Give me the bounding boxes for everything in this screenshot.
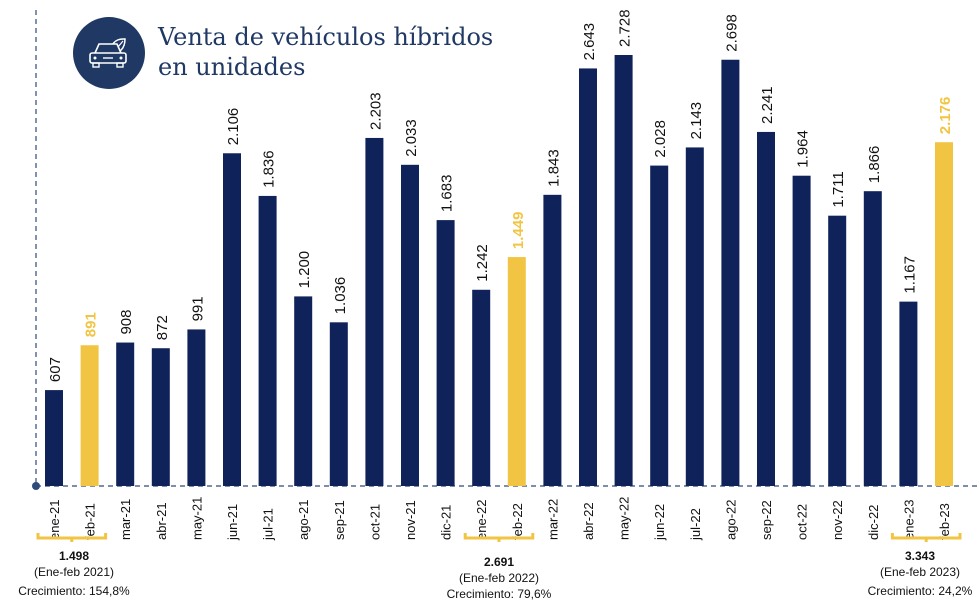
tick-label-oct-22: oct-22	[795, 504, 810, 540]
annotation-total-1: 2.691	[484, 555, 514, 569]
data-label-ene-23: 1.167	[901, 256, 918, 294]
tick-label-jun-21: jun-21	[225, 504, 240, 541]
annotation-total-0: 1.498	[59, 549, 89, 563]
annotation-bracket-2	[890, 533, 962, 542]
tick-label-ago-21: ago-21	[296, 500, 311, 540]
annotation-growth-0: Crecimiento: 154,8%	[18, 584, 130, 598]
data-label-jun-22: 2.028	[652, 120, 669, 158]
bar-abr-21	[151, 348, 170, 486]
tick-label-ago-22: ago-22	[723, 500, 738, 540]
data-label-nov-21: 2.033	[403, 119, 420, 157]
bar-sep-22	[757, 131, 775, 486]
annotation-bracket-0	[36, 533, 108, 542]
tick-label-ene-22: ene-22	[474, 500, 489, 540]
annotation-period-2: (Ene-feb 2023)	[880, 565, 960, 579]
bar-ene-22	[472, 289, 491, 486]
data-label-ene-21: 607	[47, 357, 64, 382]
annotation-growth-1: Crecimiento: 79,6%	[447, 587, 552, 601]
bar-nov-22	[828, 215, 847, 486]
data-label-feb-21: 891	[83, 312, 100, 337]
hybrid-car-leaf-icon	[73, 17, 145, 89]
data-label-sep-22: 2.241	[759, 86, 776, 124]
tick-label-abr-22: abr-22	[581, 502, 596, 540]
data-label-jul-22: 2.143	[688, 102, 705, 140]
data-label-ago-21: 1.200	[296, 251, 313, 289]
data-label-feb-22: 1.449	[510, 212, 527, 250]
tick-label-nov-22: nov-22	[830, 500, 845, 540]
data-label-ago-22: 2.698	[723, 14, 740, 52]
annotation-period-1: (Ene-feb 2022)	[459, 571, 539, 585]
bar-jun-21	[223, 153, 241, 487]
data-label-mar-22: 1.843	[545, 149, 562, 187]
tick-label-nov-21: nov-21	[403, 500, 418, 540]
tick-label-jul-22: jul-22	[688, 508, 703, 541]
data-label-dic-22: 1.866	[866, 146, 883, 184]
tick-label-ene-21: ene-21	[47, 500, 62, 540]
bar-feb-23	[935, 142, 953, 486]
bar-mar-22	[543, 194, 562, 487]
tick-label-mar-22: mar-22	[545, 499, 560, 540]
tick-label-feb-23: feb-23	[937, 503, 952, 540]
annotation-bracket-1	[463, 533, 535, 542]
data-label-may-21: 991	[189, 296, 206, 321]
bar-oct-22	[792, 175, 811, 487]
axis-origin-dot	[32, 482, 40, 490]
data-label-ene-22: 1.242	[474, 244, 491, 282]
bar-may-22	[614, 55, 633, 486]
annotation-period-0: (Ene-feb 2021)	[34, 565, 114, 579]
data-label-oct-21: 2.203	[367, 92, 384, 130]
title-line-1: Venta de vehículos híbridos	[158, 23, 494, 51]
tick-label-feb-21: feb-21	[83, 503, 98, 540]
data-label-abr-21: 872	[154, 315, 171, 340]
bar-nov-21	[401, 164, 419, 486]
tick-label-feb-22: feb-22	[510, 503, 525, 540]
data-label-sep-21: 1.036	[332, 277, 349, 315]
tick-label-abr-21: abr-21	[154, 502, 169, 540]
tick-label-may-21: may-21	[189, 497, 204, 540]
bar-may-21	[187, 329, 206, 486]
bar-ene-21	[45, 390, 63, 486]
bar-ago-21	[294, 296, 313, 486]
tick-label-sep-22: sep-22	[759, 500, 774, 540]
data-label-jul-21: 1.836	[261, 150, 278, 188]
bar-jun-22	[650, 165, 669, 486]
tick-label-ene-23: ene-23	[901, 500, 916, 540]
tick-label-may-22: may-22	[617, 497, 632, 540]
bar-feb-21	[80, 345, 99, 486]
data-label-may-22: 2.728	[617, 9, 634, 47]
data-label-nov-22: 1.711	[830, 171, 847, 207]
bar-feb-22	[507, 257, 526, 486]
data-label-oct-22: 1.964	[795, 130, 812, 168]
bar-jul-21	[258, 195, 277, 486]
bar-abr-22	[579, 68, 597, 486]
data-label-jun-21: 2.106	[225, 108, 242, 146]
tick-label-dic-22: dic-22	[866, 505, 881, 540]
tick-label-oct-21: oct-21	[367, 504, 382, 540]
bar-ene-23	[899, 301, 918, 486]
tick-label-jul-21: jul-21	[261, 508, 276, 541]
data-label-dic-21: 1.683	[439, 175, 456, 213]
data-label-feb-23: 2.176	[937, 97, 954, 135]
annotation-growth-2: Crecimiento: 24,2%	[868, 584, 973, 598]
bar-dic-21	[436, 220, 455, 486]
bar-oct-21	[365, 137, 384, 487]
bar-jul-22	[685, 147, 704, 486]
data-label-mar-21: 908	[118, 310, 135, 335]
chart-title: Venta de vehículos híbridos en unidades	[158, 22, 493, 82]
annotation-total-2: 3.343	[905, 549, 935, 563]
tick-label-sep-21: sep-21	[332, 500, 347, 540]
data-label-abr-22: 2.643	[581, 23, 598, 61]
bar-ago-22	[721, 59, 740, 486]
tick-label-mar-21: mar-21	[118, 499, 133, 540]
title-line-2: en unidades	[158, 53, 306, 81]
tick-label-dic-21: dic-21	[439, 505, 454, 540]
bar-sep-21	[329, 322, 348, 486]
bar-mar-21	[116, 342, 135, 486]
bar-dic-22	[863, 191, 882, 486]
tick-label-jun-22: jun-22	[652, 504, 667, 541]
